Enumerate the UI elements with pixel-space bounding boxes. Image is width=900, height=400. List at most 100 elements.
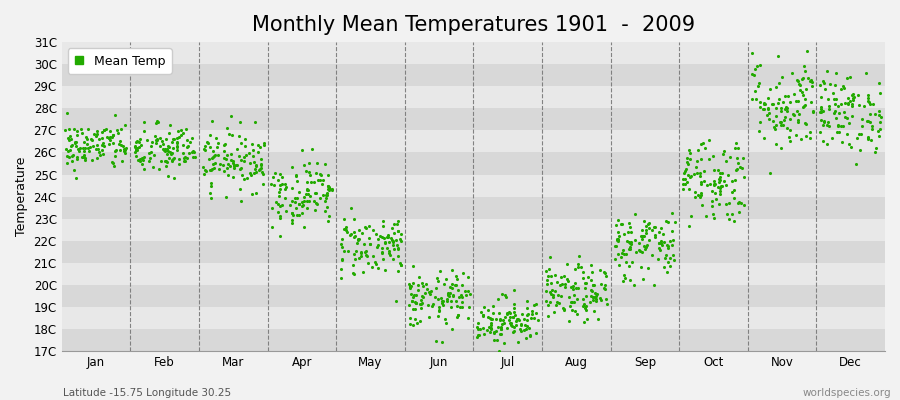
Point <box>352 227 366 234</box>
Point <box>272 193 286 199</box>
Point <box>829 96 843 102</box>
Point <box>585 297 599 304</box>
Point <box>713 185 727 191</box>
Point <box>308 190 322 196</box>
Point <box>695 202 709 208</box>
Point <box>586 282 600 288</box>
Point <box>215 162 230 168</box>
Point <box>475 312 490 318</box>
Point <box>335 256 349 262</box>
Point <box>768 126 782 132</box>
Point <box>519 312 534 318</box>
Point <box>664 210 679 216</box>
Point <box>248 119 262 126</box>
Point <box>413 305 428 312</box>
Point <box>598 286 612 292</box>
Point <box>284 185 299 191</box>
Point <box>184 149 199 156</box>
Point <box>814 117 828 123</box>
Point <box>652 245 666 251</box>
Point <box>473 326 488 332</box>
Point <box>762 110 777 116</box>
Point <box>628 249 643 256</box>
Point <box>233 198 248 205</box>
Point <box>187 149 202 156</box>
Point <box>129 152 143 159</box>
Point <box>842 141 856 147</box>
Point <box>204 118 219 125</box>
Point <box>377 267 392 273</box>
Point <box>167 136 182 142</box>
Point <box>247 159 261 165</box>
Point <box>667 257 681 263</box>
Point <box>102 135 116 142</box>
Point <box>256 142 271 148</box>
Point <box>104 134 119 140</box>
Point <box>483 324 498 331</box>
Point <box>611 251 625 258</box>
Point <box>676 176 690 182</box>
Point <box>86 157 100 163</box>
Point <box>737 202 751 208</box>
Point <box>147 151 161 158</box>
Point <box>285 210 300 216</box>
Point <box>644 227 659 234</box>
Point <box>245 141 259 147</box>
Point <box>445 267 459 274</box>
Point <box>318 198 332 204</box>
Point <box>420 286 435 292</box>
Point <box>623 239 637 246</box>
Point <box>419 280 434 287</box>
Point <box>498 320 512 326</box>
Point <box>543 266 557 272</box>
Point <box>773 122 788 128</box>
Point <box>791 78 806 84</box>
Point <box>351 236 365 243</box>
Point <box>90 146 104 152</box>
Point <box>295 203 310 209</box>
Point <box>318 208 332 214</box>
Point <box>430 274 445 281</box>
Point <box>134 142 148 148</box>
Point <box>579 303 593 310</box>
Point <box>814 109 828 116</box>
Point <box>541 312 555 319</box>
Point <box>746 72 760 78</box>
Point <box>205 166 220 172</box>
Point <box>842 100 856 106</box>
Point <box>184 134 199 141</box>
Point <box>545 287 560 294</box>
Point <box>779 107 794 114</box>
Point <box>554 282 568 288</box>
Point <box>515 310 529 317</box>
Point <box>506 329 520 336</box>
Point <box>766 118 780 124</box>
Point <box>665 242 680 248</box>
Point <box>865 126 879 132</box>
Point <box>679 166 693 172</box>
Point <box>416 294 430 301</box>
Point <box>503 320 517 326</box>
Point <box>428 294 442 300</box>
Point <box>401 281 416 287</box>
Point <box>639 244 653 250</box>
Point <box>137 166 151 172</box>
Point <box>750 63 764 70</box>
Point <box>642 224 656 231</box>
Point <box>302 160 316 166</box>
Point <box>274 215 288 221</box>
Point <box>637 243 652 249</box>
Point <box>774 104 788 111</box>
Point <box>598 282 612 288</box>
Text: Latitude -15.75 Longitude 30.25: Latitude -15.75 Longitude 30.25 <box>63 388 231 398</box>
Point <box>224 157 238 163</box>
Point <box>220 164 234 171</box>
Point <box>62 154 77 161</box>
Point <box>564 306 579 313</box>
Point <box>131 144 146 150</box>
Point <box>375 245 390 251</box>
Point <box>632 247 646 253</box>
Point <box>514 327 528 334</box>
Point <box>778 92 792 99</box>
Point <box>369 231 383 237</box>
